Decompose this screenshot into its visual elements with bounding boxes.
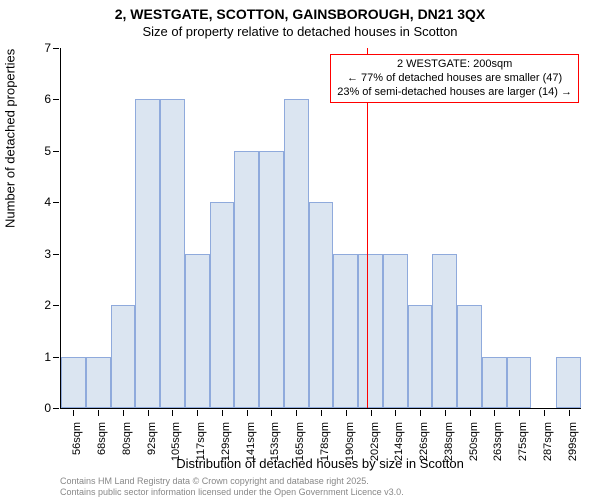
bar	[358, 254, 383, 408]
bar	[333, 254, 358, 408]
annotation-box: 2 WESTGATE: 200sqm← 77% of detached hous…	[330, 54, 579, 103]
annotation-line2: ← 77% of detached houses are smaller (47…	[337, 72, 572, 86]
bar	[61, 357, 86, 408]
bar	[210, 202, 235, 408]
x-tick	[197, 410, 198, 416]
title-line1: 2, WESTGATE, SCOTTON, GAINSBOROUGH, DN21…	[0, 6, 600, 22]
y-tick	[53, 48, 59, 49]
y-tick-label: 1	[44, 350, 51, 364]
x-tick	[222, 410, 223, 416]
x-tick	[321, 410, 322, 416]
bar	[160, 99, 185, 408]
bar	[556, 357, 581, 408]
y-tick	[53, 357, 59, 358]
y-tick	[53, 151, 59, 152]
y-axis-label: Number of detached properties	[3, 49, 18, 228]
x-axis-label: Distribution of detached houses by size …	[60, 456, 580, 471]
bar	[408, 305, 433, 408]
x-tick-label: 117sqm	[195, 422, 207, 460]
bar	[457, 305, 482, 408]
bar	[432, 254, 457, 408]
x-tick	[569, 410, 570, 416]
bar	[185, 254, 210, 408]
x-tick	[296, 410, 297, 416]
x-tick	[98, 410, 99, 416]
plot-area: 0123456756sqm68sqm80sqm92sqm105sqm117sqm…	[60, 48, 581, 409]
bar	[234, 151, 259, 408]
x-tick	[271, 410, 272, 416]
x-tick-label: 80sqm	[121, 422, 133, 455]
chart-container: 2, WESTGATE, SCOTTON, GAINSBOROUGH, DN21…	[0, 0, 600, 500]
y-tick-label: 0	[44, 401, 51, 415]
x-tick	[395, 410, 396, 416]
bar	[309, 202, 334, 408]
bar	[135, 99, 160, 408]
x-tick	[445, 410, 446, 416]
x-tick	[371, 410, 372, 416]
y-tick-label: 3	[44, 247, 51, 261]
annotation-line3: 23% of semi-detached houses are larger (…	[337, 86, 572, 100]
bar	[111, 305, 136, 408]
bar	[482, 357, 507, 408]
title-block: 2, WESTGATE, SCOTTON, GAINSBOROUGH, DN21…	[0, 6, 600, 39]
x-tick	[544, 410, 545, 416]
y-tick-label: 5	[44, 144, 51, 158]
footer-line1: Contains HM Land Registry data © Crown c…	[60, 476, 404, 487]
x-tick	[148, 410, 149, 416]
y-tick-label: 4	[44, 195, 51, 209]
x-tick	[346, 410, 347, 416]
x-tick	[73, 410, 74, 416]
x-tick-label: 56sqm	[71, 422, 83, 455]
y-tick	[53, 408, 59, 409]
bar	[259, 151, 284, 408]
x-tick	[470, 410, 471, 416]
x-tick-label: 68sqm	[96, 422, 108, 455]
y-tick	[53, 202, 59, 203]
title-line2: Size of property relative to detached ho…	[0, 24, 600, 39]
y-tick-label: 2	[44, 298, 51, 312]
bar	[507, 357, 532, 408]
footer-line2: Contains public sector information licen…	[60, 487, 404, 498]
x-tick	[494, 410, 495, 416]
x-tick	[247, 410, 248, 416]
x-tick	[420, 410, 421, 416]
footer: Contains HM Land Registry data © Crown c…	[60, 476, 404, 498]
x-tick	[172, 410, 173, 416]
x-tick	[519, 410, 520, 416]
bar	[383, 254, 408, 408]
y-tick	[53, 305, 59, 306]
bar	[284, 99, 309, 408]
y-tick	[53, 99, 59, 100]
y-tick	[53, 254, 59, 255]
y-tick-label: 7	[44, 41, 51, 55]
bar	[86, 357, 111, 408]
y-tick-label: 6	[44, 92, 51, 106]
x-tick-label: 92sqm	[146, 422, 158, 455]
x-tick	[123, 410, 124, 416]
annotation-line1: 2 WESTGATE: 200sqm	[337, 58, 572, 72]
